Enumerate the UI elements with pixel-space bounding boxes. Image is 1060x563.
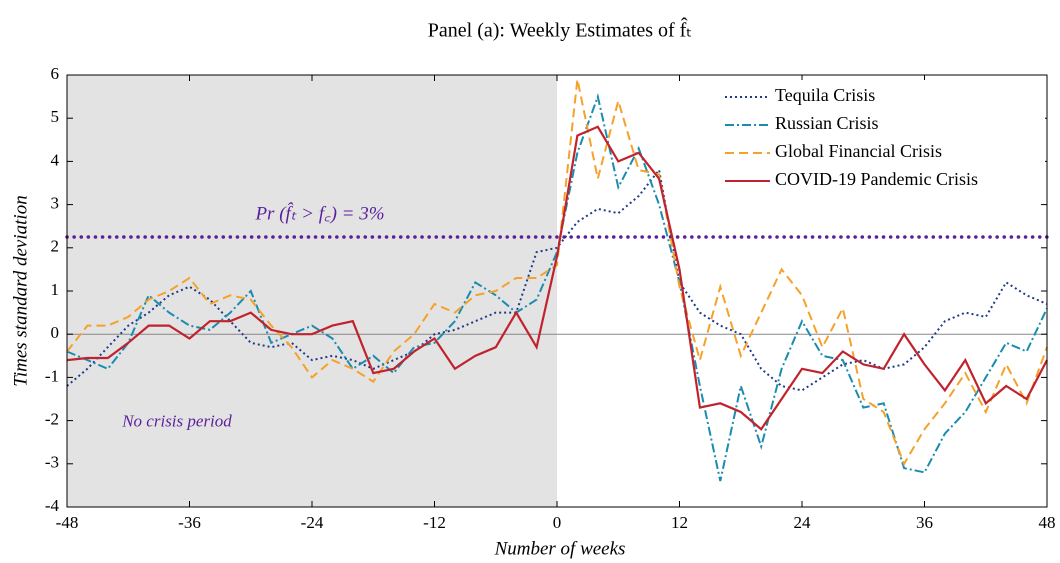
y-tick-label: 4 (51, 150, 60, 169)
x-tick-label: 48 (1039, 513, 1056, 532)
x-axis-label: Number of weeks (494, 538, 626, 559)
y-tick-label: 6 (51, 64, 60, 83)
legend-label: Tequila Crisis (775, 85, 875, 105)
x-tick-label: 12 (671, 513, 688, 532)
x-tick-label: -12 (423, 513, 446, 532)
y-tick-label: -4 (45, 496, 60, 515)
series-line (66, 79, 1048, 467)
y-tick-label: -3 (45, 453, 59, 472)
x-tick-label: 0 (553, 513, 562, 532)
legend-label: Russian Crisis (775, 113, 879, 133)
plot-frame (66, 74, 1048, 508)
y-tick-label: -1 (45, 366, 59, 385)
shaded-region (67, 75, 557, 507)
y-tick-label: -2 (45, 410, 59, 429)
x-tick-label: -48 (56, 513, 79, 532)
y-tick-label: 5 (51, 107, 60, 126)
legend-label: COVID-19 Pandemic Crisis (775, 169, 978, 189)
x-tick-label: 36 (916, 513, 933, 532)
series-line (66, 93, 1048, 482)
threshold-label: Pr (f̂ₜ > f꜀) = 3% (254, 202, 384, 224)
y-tick-label: 3 (51, 194, 60, 213)
x-tick-label: -36 (178, 513, 201, 532)
legend-box (715, 80, 1045, 196)
y-axis-label: Times standard deviation (10, 195, 31, 386)
y-tick-label: 2 (51, 237, 60, 256)
y-tick-label: 1 (51, 280, 60, 299)
legend-label: Global Financial Crisis (775, 141, 942, 161)
x-tick-label: -24 (301, 513, 324, 532)
y-tick-label: 0 (51, 323, 60, 342)
shaded-region-label: No crisis period (121, 412, 232, 431)
series-line (66, 125, 1048, 431)
x-tick-label: 24 (794, 513, 812, 532)
chart-title: Panel (a): Weekly Estimates of f̂ₜ (428, 17, 692, 42)
